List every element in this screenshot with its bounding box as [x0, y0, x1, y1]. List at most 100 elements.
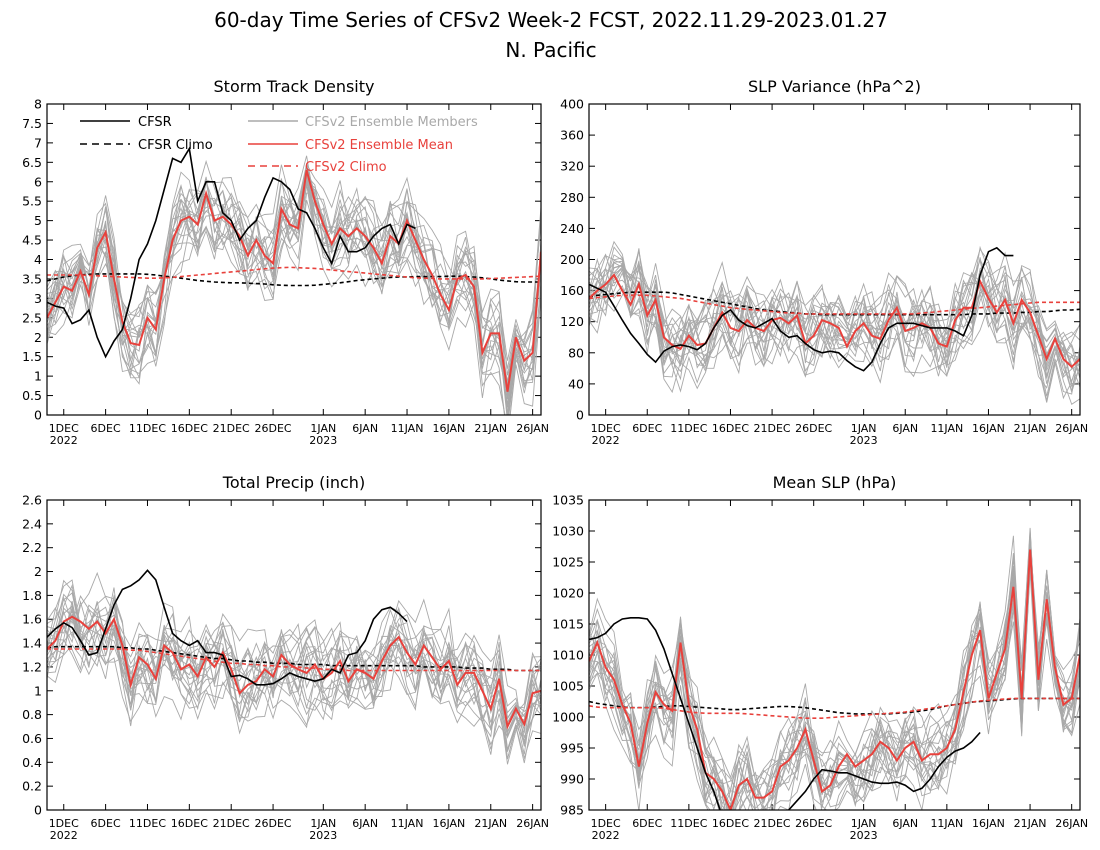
y-tick-label: 1	[34, 369, 42, 384]
ensemble-member-line	[589, 263, 1080, 377]
x-tick-label: 1JAN	[851, 422, 877, 435]
ensemble-member-line	[589, 545, 1080, 810]
y-tick-label: 8	[34, 97, 42, 112]
x-year-label: 2023	[850, 434, 878, 447]
x-tick-label: 21JAN	[474, 422, 507, 435]
plot-area	[47, 500, 541, 810]
series-cfsr	[47, 146, 416, 359]
plot-lines	[589, 240, 1080, 405]
plot-frame	[46, 499, 542, 811]
series-cfsv2-ensemble-mean	[589, 549, 1080, 810]
ensemble-member-lines	[47, 155, 541, 415]
x-tick-label: 16JAN	[432, 817, 465, 830]
ensemble-member-line	[47, 173, 541, 415]
y-tick-label: 0	[576, 408, 584, 423]
x-tick-label: 26JAN	[516, 422, 549, 435]
x-tick-label: 1JAN	[851, 817, 877, 830]
series-cfsr-climo	[589, 697, 1080, 715]
y-tick-label: 5.5	[22, 194, 42, 209]
x-tick-label: 21DEC	[213, 422, 250, 435]
y-tick-label: 40	[568, 376, 584, 391]
y-tick-label: 0	[34, 408, 42, 423]
ensemble-member-line	[589, 259, 1080, 394]
x-tick-label: 6DEC	[91, 422, 121, 435]
series-cfsr	[47, 569, 408, 686]
ensemble-member-line	[589, 556, 1080, 810]
legend-cfsv2-climo-label: CFSv2 Climo	[305, 160, 387, 175]
storm-track-density-panel: Storm Track Density 0 0.5 1 1.5 2 2.5 3 3.5 4 4.5 5…	[22, 77, 549, 447]
x-tick-label: 6JAN	[352, 817, 378, 830]
y-tick-label: 990	[560, 772, 584, 787]
ensemble-member-line	[47, 159, 541, 393]
y-tick-label: 160	[560, 283, 584, 298]
y-tick-label: 5	[34, 213, 42, 228]
x-tick-label: 21JAN	[474, 817, 507, 830]
ensemble-member-line	[47, 618, 541, 726]
x-tick-label: 1DEC	[591, 422, 621, 435]
series-cfsv2-ensemble-mean	[589, 273, 1080, 369]
x-tick-label: 11DEC	[670, 422, 707, 435]
x-tick-label: 21JAN	[1014, 817, 1047, 830]
x-tick-label: 16DEC	[712, 817, 749, 830]
y-tick-label: 0.5	[22, 388, 42, 403]
y-tick-label: 3.5	[22, 271, 42, 286]
x-year-label: 2022	[592, 434, 620, 447]
x-tick-label: 1JAN	[310, 817, 336, 830]
y-tick-label: 7	[34, 135, 42, 150]
plot-area	[47, 104, 541, 415]
ensemble-member-line	[589, 564, 1080, 808]
y-tick-label: 1000	[552, 710, 584, 725]
y-tick-label: 1015	[552, 617, 584, 632]
ensemble-member-line	[589, 561, 1080, 810]
y-tick-label: 995	[560, 741, 584, 756]
plot-lines	[589, 527, 1080, 810]
x-tick-label: 11JAN	[930, 817, 963, 830]
x-tick-label: 11DEC	[670, 817, 707, 830]
legend-cfsr-climo-label: CFSR Climo	[138, 138, 213, 153]
figure-subtitle: N. Pacific	[505, 38, 596, 62]
legend-members-label: CFSv2 Ensemble Members	[305, 115, 478, 130]
y-tick-label: 6.5	[22, 155, 42, 170]
x-tick-label: 26DEC	[255, 422, 292, 435]
ensemble-member-line	[47, 188, 541, 397]
x-tick-label: 6DEC	[91, 817, 121, 830]
x-year-label: 2023	[309, 434, 337, 447]
x-tick-label: 16DEC	[171, 817, 208, 830]
y-tick-label: 0.4	[22, 755, 42, 770]
plot-lines	[47, 146, 541, 415]
y-tick-label: 120	[560, 314, 584, 329]
ensemble-member-line	[47, 171, 541, 393]
y-tick-label: 0	[34, 803, 42, 818]
y-tick-label: 1025	[552, 555, 584, 570]
panel-title: Total Precip (inch)	[222, 473, 365, 492]
y-tick-label: 360	[560, 128, 584, 143]
x-tick-label: 21DEC	[213, 817, 250, 830]
y-tick-label: 2	[34, 330, 42, 345]
y-tick-label: 1035	[552, 493, 584, 508]
y-tick-label: 7.5	[22, 116, 42, 131]
series-cfsr-climo	[47, 645, 541, 672]
x-tick-label: 1JAN	[310, 422, 336, 435]
ensemble-member-line	[589, 240, 1080, 381]
x-tick-label: 6JAN	[892, 422, 918, 435]
ensemble-member-line	[589, 250, 1080, 397]
figure-title: 60-day Time Series of CFSv2 Week-2 FCST,…	[214, 8, 888, 32]
y-tick-label: 0.8	[22, 707, 42, 722]
series-cfsv2-climo	[589, 697, 1080, 720]
total-precip-panel: Total Precip (inch) 0 0.2 0.4 0.6 0.8 1 1.2 1.4 1…	[22, 473, 549, 842]
x-tick-label: 6JAN	[892, 817, 918, 830]
ensemble-member-line	[589, 262, 1080, 375]
y-tick-label: 3	[34, 291, 42, 306]
y-tick-label: 985	[560, 803, 584, 818]
y-tick-label: 0.6	[22, 731, 42, 746]
x-tick-label: 26DEC	[255, 817, 292, 830]
series-cfsv2-ensemble-mean	[47, 169, 541, 392]
x-year-label: 2022	[50, 434, 78, 447]
y-tick-label: 1.8	[22, 588, 42, 603]
plot-frame	[588, 499, 1081, 811]
y-tick-label: 280	[560, 190, 584, 205]
x-year-label: 2022	[50, 829, 78, 842]
ensemble-member-line	[47, 607, 541, 720]
x-tick-label: 11JAN	[391, 422, 424, 435]
